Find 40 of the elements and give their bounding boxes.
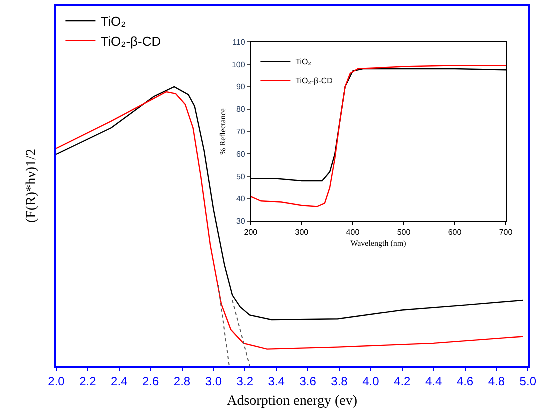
- legend-label: TiO₂: [100, 14, 126, 30]
- y-tick-label: 40: [236, 194, 246, 204]
- y-tick-label: 110: [232, 38, 246, 47]
- x-tick-label: 5.0: [520, 374, 537, 388]
- y-tick-label: 50: [236, 172, 246, 182]
- x-tick-label: 300: [295, 228, 310, 237]
- legend-label: TiO₂: [296, 58, 312, 67]
- x-tick-label: 700: [499, 228, 514, 237]
- x-tick-label: 3.8: [331, 374, 348, 388]
- x-tick-label: 4.2: [394, 374, 412, 388]
- x-tick-label: 4.0: [362, 374, 380, 388]
- y-tick-label: 90: [236, 82, 246, 92]
- x-tick-label: 4.4: [425, 374, 442, 388]
- x-tick-label: 2.2: [80, 374, 97, 388]
- x-tick-label: 2.4: [111, 374, 128, 388]
- y-tick-label: 80: [236, 105, 246, 114]
- x-tick-label: 2.6: [142, 374, 160, 388]
- x-tick-label: 4.6: [456, 374, 474, 388]
- x-tick-label: 3.2: [236, 374, 254, 388]
- x-tick-label: 2.8: [174, 374, 191, 388]
- y-axis-title: (F(R)*hν)1/2: [24, 149, 40, 224]
- x-tick-label: 4.8: [488, 374, 506, 388]
- legend-label: TiO₂-β-CD: [100, 34, 162, 49]
- y-tick-label: 60: [236, 150, 246, 159]
- legend-label: TiO₂-β-CD: [296, 76, 334, 86]
- x-tick-label: 3.0: [205, 374, 222, 388]
- y-tick-label: 70: [236, 128, 246, 137]
- x-tick-label: 500: [397, 228, 412, 237]
- line-series: [250, 65, 506, 208]
- y-tick-label: 30: [236, 217, 246, 226]
- x-tick-label: 2.0: [48, 374, 66, 388]
- x-tick-label: 3.4: [268, 374, 286, 388]
- y-tick-label: 100: [232, 60, 246, 70]
- x-tick-label: 3.6: [300, 374, 317, 388]
- x-axis-title: Adsorption energy (ev): [227, 394, 358, 410]
- x-tick-label: 400: [346, 228, 360, 237]
- x-tick-label: 200: [244, 228, 258, 237]
- x-tick-label: 600: [448, 228, 462, 237]
- y-axis-title: % Reflectance: [218, 108, 228, 155]
- x-axis-title: Wavelength (nm): [350, 239, 407, 248]
